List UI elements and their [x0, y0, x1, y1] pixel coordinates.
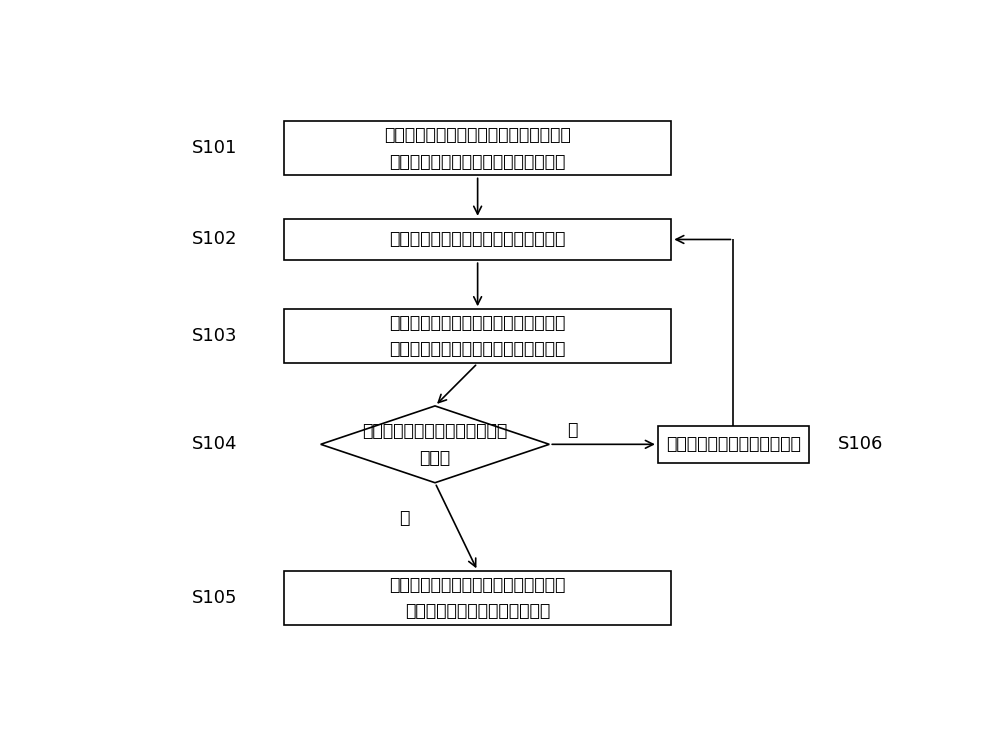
Text: S105: S105 [192, 589, 237, 607]
Text: 否: 否 [567, 421, 578, 439]
Text: 是: 是 [399, 509, 409, 528]
Text: 判断第一标记块是否覆盖所述标
志圆点: 判断第一标记块是否覆盖所述标 志圆点 [362, 422, 508, 466]
Text: S102: S102 [192, 231, 237, 248]
Text: 识别所述初始图像中的标志圆点，在识
别判断为标志圆点位置覆盖第一标记块: 识别所述初始图像中的标志圆点，在识 别判断为标志圆点位置覆盖第一标记块 [389, 314, 566, 358]
Bar [284, 121, 671, 175]
Text: S103: S103 [192, 327, 237, 345]
Text: 获取车载全景摄像头拍摄到的初始图像: 获取车载全景摄像头拍摄到的初始图像 [389, 231, 566, 248]
Text: 提供车载全景摄像头及第一类型标定板，
第一类型标定板上表面设置有标志圆点: 提供车载全景摄像头及第一类型标定板， 第一类型标定板上表面设置有标志圆点 [384, 126, 571, 171]
Text: 获取所述标志圆点的中心坐标，以确定
车载全景摄像头的初始外部参数: 获取所述标志圆点的中心坐标，以确定 车载全景摄像头的初始外部参数 [389, 576, 566, 620]
Polygon shape [321, 406, 549, 483]
Text: S104: S104 [192, 435, 237, 453]
Text: S101: S101 [192, 140, 237, 157]
Text: 调整第一类型标定板周围环境: 调整第一类型标定板周围环境 [666, 435, 801, 453]
Bar [284, 309, 671, 364]
Bar [658, 426, 809, 463]
Text: S106: S106 [838, 435, 883, 453]
Bar [284, 571, 671, 625]
Bar [284, 219, 671, 260]
